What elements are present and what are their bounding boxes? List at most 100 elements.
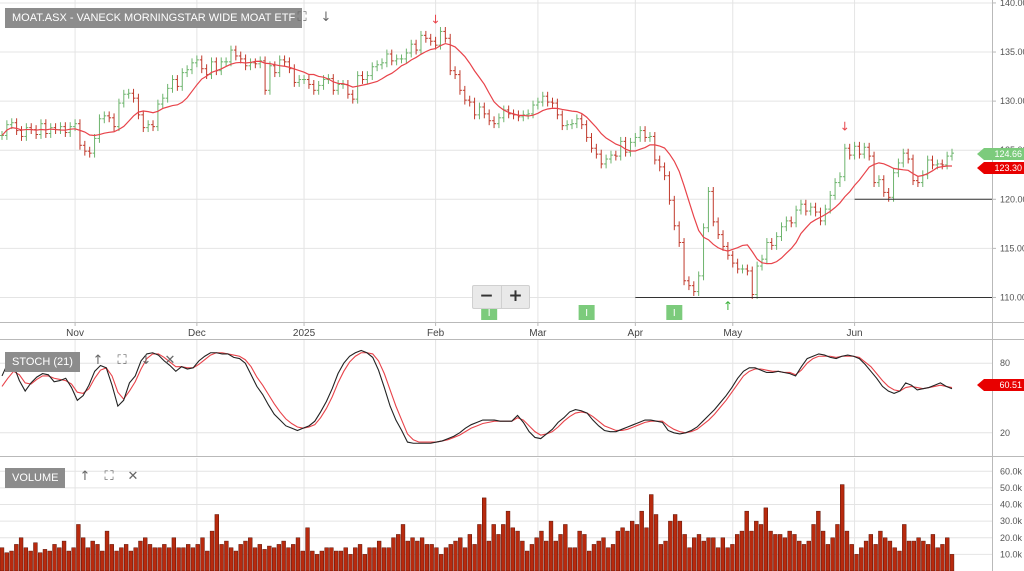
volume-bar bbox=[376, 540, 382, 571]
price-bar bbox=[380, 58, 384, 70]
date-tick-label: Apr bbox=[628, 328, 644, 339]
volume-bar bbox=[782, 537, 788, 571]
price-bar bbox=[409, 39, 414, 58]
price-bar bbox=[107, 111, 112, 123]
price-bar bbox=[375, 60, 380, 72]
arrow-down-icon[interactable]: ↓ bbox=[140, 353, 152, 368]
volume-bar bbox=[902, 524, 907, 571]
stoch-label[interactable]: STOCH (21) bbox=[5, 352, 80, 372]
volume-bar bbox=[262, 549, 267, 571]
volume-bar bbox=[868, 534, 874, 571]
volume-bar bbox=[916, 537, 921, 571]
close-icon[interactable]: ✕ bbox=[127, 469, 139, 484]
volume-bar bbox=[539, 530, 544, 571]
volume-bar bbox=[143, 537, 148, 571]
price-bar bbox=[623, 136, 628, 157]
price-bar bbox=[589, 133, 594, 153]
price-bar bbox=[228, 45, 233, 67]
price-bar bbox=[891, 168, 896, 202]
volume-bar bbox=[510, 527, 515, 571]
volume-tick-label: 10.0k bbox=[1000, 549, 1023, 559]
price-bar bbox=[540, 91, 545, 107]
volume-bar bbox=[166, 547, 172, 571]
volume-bar bbox=[744, 510, 749, 571]
price-bar bbox=[837, 172, 842, 188]
moving-average-line bbox=[1, 42, 952, 265]
price-bar bbox=[599, 149, 604, 169]
volume-bar bbox=[343, 547, 348, 571]
volume-bar bbox=[219, 544, 224, 571]
volume-bar bbox=[190, 547, 196, 571]
volume-bar bbox=[610, 544, 616, 571]
price-bar bbox=[594, 143, 599, 159]
price-tick-label: 130.00 bbox=[1000, 96, 1024, 106]
volume-bar bbox=[228, 547, 234, 571]
volume-bar bbox=[348, 554, 353, 571]
price-bar bbox=[248, 58, 253, 71]
volume-bar bbox=[935, 547, 940, 571]
volume-bar bbox=[95, 544, 100, 571]
price-bar bbox=[214, 57, 219, 76]
close-icon[interactable]: ✕ bbox=[164, 353, 176, 368]
volume-bar bbox=[33, 542, 38, 571]
volume-bar bbox=[381, 547, 387, 571]
volume-bar bbox=[462, 547, 468, 571]
volume-label[interactable]: VOLUME bbox=[5, 468, 66, 488]
price-bar bbox=[350, 89, 355, 104]
volume-bar bbox=[300, 550, 305, 571]
price-bar bbox=[170, 75, 175, 93]
volume-bar bbox=[921, 540, 926, 571]
arrow-up-icon[interactable]: ↑ bbox=[92, 353, 104, 368]
price-bar bbox=[881, 175, 886, 197]
volume-bar bbox=[405, 540, 410, 571]
price-bar bbox=[608, 150, 613, 164]
expand-icon[interactable]: ⛶ bbox=[104, 469, 114, 484]
price-bar bbox=[292, 64, 297, 87]
price-bar bbox=[662, 162, 667, 181]
volume-bar bbox=[386, 547, 391, 571]
volume-bar bbox=[147, 544, 153, 571]
volume-bar bbox=[945, 537, 950, 571]
volume-bar bbox=[749, 530, 754, 571]
arrow-down-icon[interactable]: ↓ bbox=[320, 10, 332, 25]
price-bar bbox=[185, 65, 190, 78]
volume-bar bbox=[606, 547, 611, 571]
zoom-in-button[interactable]: + bbox=[501, 286, 529, 308]
zoom-control: − + bbox=[472, 285, 530, 309]
price-tick-label: 135.00 bbox=[1000, 47, 1024, 57]
expand-icon[interactable]: ⛶ bbox=[297, 10, 307, 25]
volume-bar bbox=[415, 540, 420, 571]
volume-bar bbox=[224, 540, 229, 571]
event-flag-label: I bbox=[488, 308, 491, 319]
sell-signal-arrow: ↓ bbox=[431, 13, 441, 27]
price-bar bbox=[389, 49, 394, 66]
zoom-out-button[interactable]: − bbox=[479, 286, 494, 306]
price-bar bbox=[672, 195, 677, 231]
price-bar bbox=[287, 57, 292, 74]
price-bar bbox=[34, 125, 39, 139]
price-bar bbox=[755, 261, 760, 299]
expand-icon[interactable]: ⛶ bbox=[117, 353, 127, 368]
event-flag-label: I bbox=[585, 308, 588, 319]
volume-bar bbox=[692, 537, 697, 571]
volume-bar bbox=[424, 544, 430, 571]
date-tick-label: 2025 bbox=[293, 328, 316, 339]
price-bar bbox=[311, 80, 316, 95]
symbol-title[interactable]: MOAT.ASX - VANECK MORNINGSTAR WIDE MOAT … bbox=[5, 8, 303, 28]
volume-bar bbox=[47, 550, 52, 571]
arrow-up-icon[interactable]: ↑ bbox=[79, 469, 91, 484]
volume-bar bbox=[367, 547, 372, 571]
volume-bar bbox=[391, 537, 396, 571]
volume-bar bbox=[114, 550, 119, 571]
volume-bar bbox=[696, 534, 702, 571]
price-bar bbox=[808, 202, 813, 216]
volume-bar bbox=[448, 544, 453, 571]
price-bar bbox=[253, 58, 258, 69]
price-bar bbox=[355, 71, 360, 104]
volume-tick-label: 30.0k bbox=[1000, 516, 1023, 526]
price-bar bbox=[930, 155, 935, 170]
sell-signal-arrow: ↓ bbox=[840, 120, 850, 134]
stochastic-lines bbox=[1, 349, 953, 444]
price-bar bbox=[331, 74, 336, 95]
volume-bar bbox=[477, 524, 482, 571]
